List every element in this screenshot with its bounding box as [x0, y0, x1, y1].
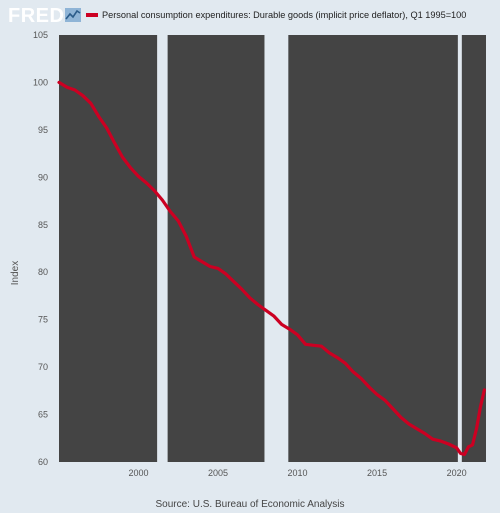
- legend-label: Personal consumption expenditures: Durab…: [102, 10, 467, 20]
- y-tick-label: 65: [38, 410, 48, 420]
- x-tick-label: 2010: [288, 468, 308, 478]
- series-line: [57, 80, 486, 456]
- recession-band: [457, 35, 462, 462]
- source-note: Source: U.S. Bureau of Economic Analysis: [155, 499, 345, 510]
- chart-legend: Personal consumption expenditures: Durab…: [86, 8, 466, 22]
- fred-logo[interactable]: FRED: [8, 5, 65, 27]
- y-tick-label: 75: [38, 315, 48, 325]
- y-tick-label: 100: [33, 77, 48, 87]
- line-chart-icon: [65, 8, 81, 22]
- recession-band: [157, 35, 168, 462]
- y-tick-label: 95: [38, 125, 48, 135]
- y-tick-label: 60: [38, 457, 48, 467]
- chart-header: FRED Personal consumption expenditures: …: [0, 0, 500, 30]
- y-axis-title: Index: [10, 261, 21, 285]
- y-tick-label: 85: [38, 220, 48, 230]
- y-axis: 60 65 70 75 80 85 90 95 100 105: [33, 30, 48, 467]
- x-axis: 2000 2005 2010 2015 2020: [129, 468, 467, 478]
- x-tick-label: 2005: [208, 468, 228, 478]
- x-tick-label: 2015: [367, 468, 387, 478]
- legend-swatch: [86, 13, 98, 17]
- x-tick-label: 2020: [447, 468, 467, 478]
- series-layer: [57, 80, 486, 456]
- y-tick-label: 80: [38, 267, 48, 277]
- y-tick-label: 105: [33, 30, 48, 40]
- y-tick-label: 90: [38, 172, 48, 182]
- recession-shading: [157, 35, 462, 462]
- x-tick-label: 2000: [129, 468, 149, 478]
- recession-band: [264, 35, 289, 462]
- y-tick-label: 70: [38, 362, 48, 372]
